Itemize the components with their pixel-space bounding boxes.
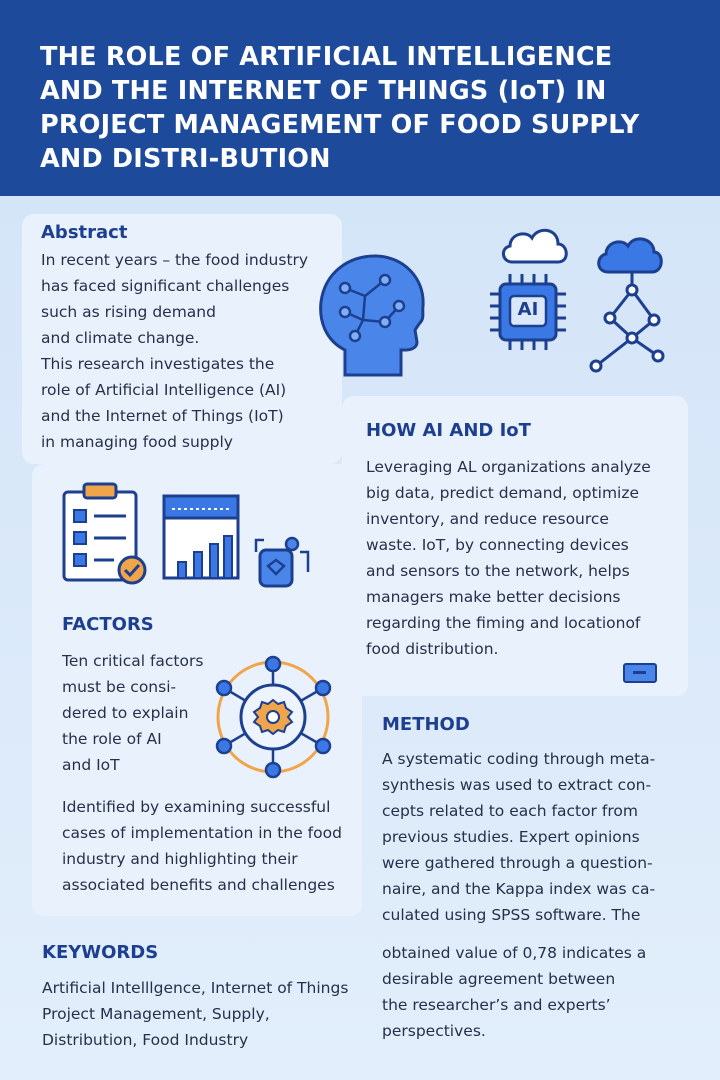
factors-text-1: Ten critical factors must be consi- dere… [62, 652, 204, 774]
factors-heading: FACTORS [62, 614, 154, 635]
gear-network-icon [215, 655, 332, 779]
method-text-2: obtained value of 0,78 indicates a desir… [382, 944, 647, 1040]
ai-chip-icon [490, 274, 566, 350]
minimize-icon [623, 663, 657, 683]
keywords-text: Artificial Intelllgence, Internet of Thi… [42, 979, 349, 1049]
abstract-heading: Abstract [41, 222, 128, 243]
keywords-heading: KEYWORDS [42, 942, 159, 963]
checklist-icon [62, 482, 147, 585]
abstract-panel [22, 214, 342, 464]
sensor-icon [254, 536, 310, 588]
abstract-text: In recent years – the food industry has … [41, 251, 309, 451]
cloud-icon [502, 228, 568, 264]
page-title: THE ROLE OF ARTIFICIAL INTELLIGENCE AND … [40, 42, 640, 174]
bar-chart-icon [162, 494, 240, 580]
method-heading: METHOD [382, 714, 470, 735]
how-panel [342, 396, 688, 696]
method-text-1: A systematic coding through meta- synthe… [382, 750, 656, 924]
header-banner: THE ROLE OF ARTIFICIAL INTELLIGENCE AND … [0, 0, 720, 196]
how-heading: HOW AI AND IoT [366, 420, 531, 441]
how-text: Leveraging AL organizations analyze big … [366, 458, 651, 658]
ai-head-icon [319, 254, 425, 377]
factors-text-2: Identified by examining successful cases… [62, 798, 342, 894]
cloud-network-icon [589, 237, 665, 373]
chip-label: AI [517, 299, 539, 320]
